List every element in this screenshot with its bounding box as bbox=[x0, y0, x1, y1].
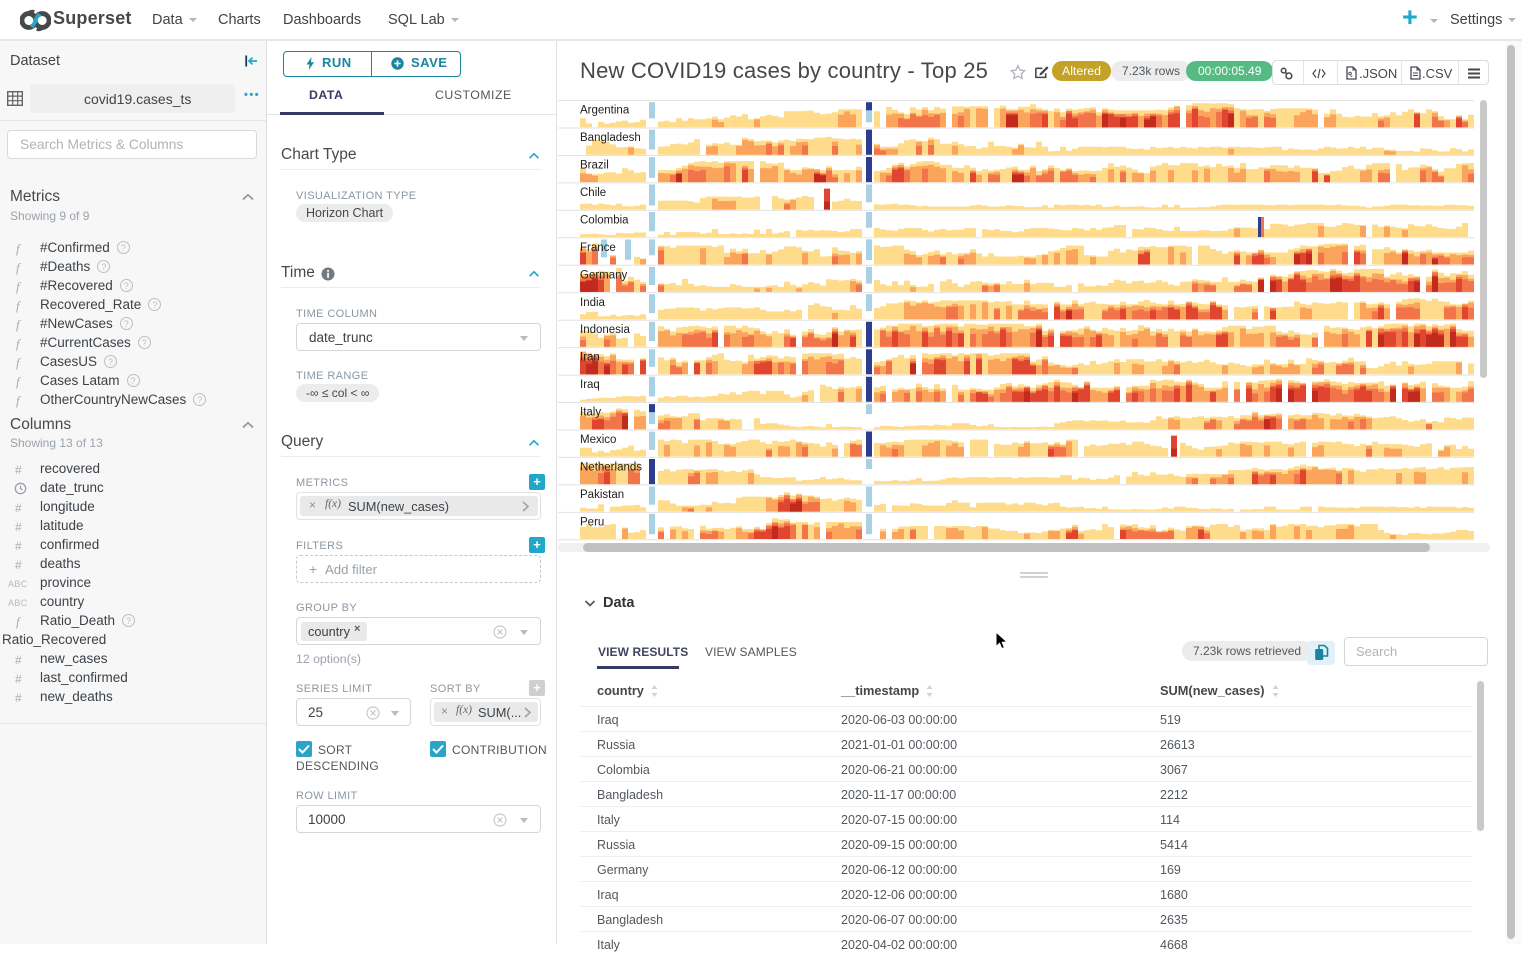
svg-text:Mexico: Mexico bbox=[580, 434, 616, 446]
svg-text:Germany: Germany bbox=[580, 269, 628, 281]
svg-text:Bangladesh: Bangladesh bbox=[580, 132, 641, 144]
svg-text:Indonesia: Indonesia bbox=[580, 324, 630, 336]
svg-text:Iraq: Iraq bbox=[580, 379, 600, 391]
svg-text:Peru: Peru bbox=[580, 516, 604, 528]
svg-text:Pakistan: Pakistan bbox=[580, 489, 624, 501]
svg-text:Netherlands: Netherlands bbox=[580, 461, 642, 473]
svg-text:India: India bbox=[580, 297, 606, 309]
svg-text:Chile: Chile bbox=[580, 187, 606, 199]
svg-text:Italy: Italy bbox=[580, 407, 601, 419]
svg-text:Brazil: Brazil bbox=[580, 160, 609, 172]
svg-text:Iran: Iran bbox=[580, 352, 600, 364]
svg-text:Colombia: Colombia bbox=[580, 214, 629, 226]
svg-text:France: France bbox=[580, 242, 616, 254]
svg-text:Argentina: Argentina bbox=[580, 105, 630, 117]
